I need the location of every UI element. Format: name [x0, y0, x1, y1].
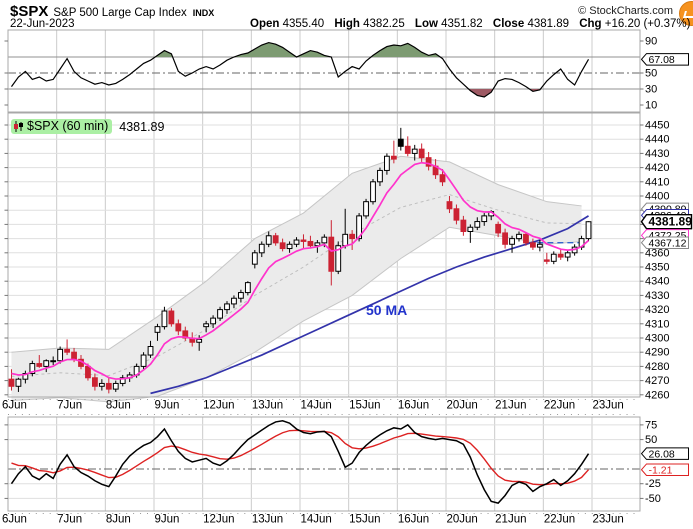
svg-text:6Jun: 6Jun — [2, 400, 27, 412]
svg-text:20Jun: 20Jun — [447, 514, 478, 526]
svg-text:22Jun: 22Jun — [544, 514, 575, 526]
svg-text:4300: 4300 — [645, 333, 669, 345]
svg-text:4350: 4350 — [645, 262, 669, 274]
svg-text:-50: -50 — [645, 493, 661, 505]
svg-text:4367.12: 4367.12 — [649, 237, 687, 249]
svg-text:4410: 4410 — [645, 176, 669, 188]
chg-label: Chg — [579, 18, 602, 30]
svg-text:4320: 4320 — [645, 304, 669, 316]
svg-text:4310: 4310 — [645, 318, 669, 330]
svg-text:50: 50 — [645, 434, 657, 446]
svg-text:50: 50 — [645, 68, 657, 80]
quote-line: Open 4355.40 High 4382.25 Low 4351.82 Cl… — [250, 18, 693, 30]
svg-text:4400: 4400 — [645, 191, 669, 203]
legend-title: $SPX (60 min) — [27, 119, 109, 133]
svg-text:13Jun: 13Jun — [252, 400, 283, 412]
svg-text:7Jun: 7Jun — [57, 400, 82, 412]
legend-last-value: 4381.89 — [119, 119, 165, 134]
svg-text:15Jun: 15Jun — [349, 400, 380, 412]
symbol: $SPX — [10, 3, 49, 20]
svg-text:4450: 4450 — [645, 120, 669, 132]
symbol-name: S&P 500 Large Cap Index — [53, 7, 187, 19]
chg-value: +16.20 (+0.37%) — [604, 18, 691, 30]
svg-text:23Jun: 23Jun — [593, 400, 624, 412]
low-label: Low — [414, 18, 438, 30]
main-chart-legend: $SPX (60 min) 4381.89 — [11, 119, 164, 134]
low-value: 4351.82 — [441, 18, 483, 30]
svg-text:15Jun: 15Jun — [349, 514, 380, 526]
close-value: 4381.89 — [527, 18, 570, 30]
svg-text:-25: -25 — [645, 478, 661, 490]
copyright: © StockCharts.com — [578, 5, 673, 17]
svg-text:12Jun: 12Jun — [203, 514, 234, 526]
svg-text:4381.89: 4381.89 — [649, 215, 693, 229]
svg-text:9Jun: 9Jun — [155, 514, 180, 526]
svg-text:30: 30 — [645, 84, 657, 96]
svg-text:4430: 4430 — [645, 148, 669, 160]
svg-text:22Jun: 22Jun — [544, 400, 575, 412]
svg-text:-1.21: -1.21 — [649, 464, 673, 476]
ma50-annotation: 50 MA — [366, 302, 408, 318]
svg-text:14Jun: 14Jun — [301, 514, 332, 526]
high-label: High — [334, 18, 360, 30]
svg-text:20Jun: 20Jun — [447, 400, 478, 412]
svg-text:8Jun: 8Jun — [106, 514, 131, 526]
svg-text:16Jun: 16Jun — [398, 514, 429, 526]
svg-text:23Jun: 23Jun — [593, 514, 624, 526]
open-value: 4355.40 — [282, 18, 325, 30]
close-label: Close — [492, 18, 525, 30]
svg-text:10: 10 — [645, 100, 657, 112]
svg-text:6Jun: 6Jun — [2, 514, 27, 526]
svg-text:21Jun: 21Jun — [495, 514, 526, 526]
svg-text:7Jun: 7Jun — [57, 514, 82, 526]
svg-text:67.08: 67.08 — [649, 54, 675, 66]
svg-text:4440: 4440 — [645, 134, 669, 146]
svg-text:21Jun: 21Jun — [495, 400, 526, 412]
svg-text:14Jun: 14Jun — [301, 400, 332, 412]
chart-date: 22-Jun-2023 — [10, 18, 75, 30]
svg-text:26.08: 26.08 — [649, 448, 675, 460]
svg-text:9Jun: 9Jun — [155, 400, 180, 412]
svg-text:4420: 4420 — [645, 162, 669, 174]
svg-text:75: 75 — [645, 419, 657, 431]
svg-text:12Jun: 12Jun — [203, 400, 234, 412]
svg-text:4260: 4260 — [645, 389, 669, 401]
symbol-exchange: INDX — [192, 8, 215, 18]
candlestick-style-icon — [14, 120, 23, 132]
svg-text:4290: 4290 — [645, 347, 669, 359]
svg-text:13Jun: 13Jun — [252, 514, 283, 526]
high-value: 4382.25 — [363, 18, 405, 30]
svg-text:4270: 4270 — [645, 375, 669, 387]
open-label: Open — [250, 18, 280, 30]
svg-text:16Jun: 16Jun — [398, 400, 429, 412]
chart-header: $SPX S&P 500 Large Cap Index INDX — [10, 3, 214, 21]
svg-text:4280: 4280 — [645, 361, 669, 373]
svg-text:4340: 4340 — [645, 276, 669, 288]
svg-text:8Jun: 8Jun — [106, 400, 131, 412]
legend-chip[interactable]: $SPX (60 min) — [11, 119, 113, 134]
svg-text:4360: 4360 — [645, 247, 669, 259]
svg-text:90: 90 — [645, 36, 657, 48]
svg-text:4330: 4330 — [645, 290, 669, 302]
